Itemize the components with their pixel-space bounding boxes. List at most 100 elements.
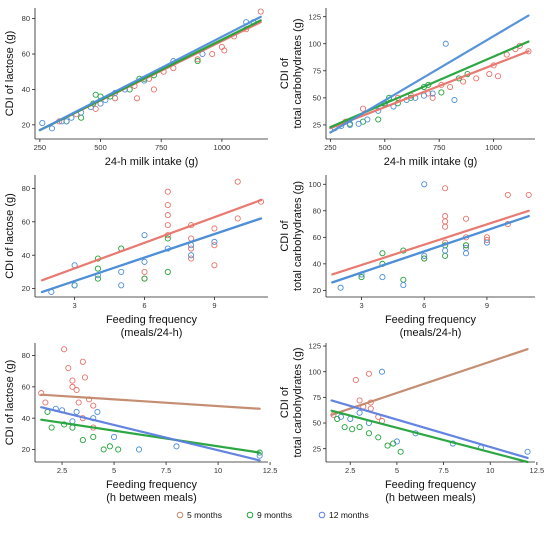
- data-point: [365, 430, 372, 437]
- data-point: [420, 92, 428, 99]
- data-point: [42, 399, 49, 406]
- data-point: [221, 47, 228, 54]
- y-tick-label: 20: [22, 284, 30, 293]
- data-point: [358, 274, 365, 281]
- x-axis-title: Feeding frequency: [106, 479, 198, 491]
- x-tick-label: 10: [214, 466, 222, 475]
- data-point: [442, 252, 449, 259]
- legend-item: 9 months: [246, 510, 292, 520]
- legend-label: 9 months: [257, 510, 292, 520]
- data-point: [346, 121, 353, 128]
- y-tick-label: 60: [313, 233, 321, 242]
- data-point: [90, 402, 97, 409]
- data-point: [386, 94, 393, 101]
- data-point: [73, 386, 80, 394]
- data-point: [442, 185, 449, 192]
- trend-line: [38, 15, 262, 132]
- data-point: [48, 125, 56, 132]
- y-tick-label: 20: [313, 286, 321, 295]
- data-point: [118, 268, 125, 275]
- data-point: [78, 114, 85, 121]
- x-tick-label: 9: [485, 301, 489, 310]
- data-point: [164, 235, 171, 242]
- x-tick-label: 9: [212, 301, 216, 310]
- y-axis-title: CDI of lactose (g): [4, 193, 16, 279]
- data-point: [483, 236, 490, 244]
- data-point: [65, 365, 72, 372]
- y-axis-title: total carbohydrates (g): [292, 181, 304, 291]
- data-point: [379, 274, 386, 281]
- x-tick-label: 3: [359, 301, 363, 310]
- data-point: [356, 397, 363, 404]
- data-point: [164, 212, 171, 219]
- data-point: [494, 73, 502, 80]
- legend-marker: [246, 511, 254, 519]
- x-tick-label: 12.5: [530, 466, 545, 475]
- panel-1: 250 500 750 1000 20 40 60 80 24-h milk intake (g…: [4, 8, 268, 168]
- data-point: [188, 252, 195, 259]
- y-tick-label: 125: [308, 12, 321, 21]
- data-point: [442, 218, 449, 225]
- y-tick-label: 50: [313, 93, 321, 102]
- x-tick-label: 5: [112, 466, 116, 475]
- panel-3: 3 6 9 20 40 60 80 Feeding frequency(meals/24-h)…: [4, 175, 268, 339]
- data-point: [364, 116, 371, 123]
- legend: 5 months 9 months 12 months: [176, 510, 369, 520]
- data-point: [234, 215, 241, 222]
- x-axis-title: 24-h milk intake (g): [105, 156, 199, 168]
- data-point: [397, 448, 404, 455]
- data-point: [188, 245, 195, 252]
- data-point: [90, 433, 97, 440]
- y-tick-label: 20: [22, 445, 30, 454]
- x-axis-title: Feeding frequency: [385, 314, 477, 326]
- data-point: [211, 262, 218, 269]
- data-point: [442, 213, 449, 220]
- data-point: [365, 370, 372, 377]
- data-point: [39, 120, 46, 127]
- data-point: [462, 242, 470, 249]
- x-tick-label: 2.5: [57, 466, 67, 475]
- y-tick-label: 25: [313, 444, 321, 453]
- x-axis-title: 24-h milk intake (g): [384, 156, 478, 168]
- data-point: [429, 90, 436, 97]
- y-tick-label: 80: [22, 14, 30, 23]
- data-point: [393, 438, 400, 445]
- data-point: [359, 105, 367, 112]
- x-axis-title: (h between meals): [385, 492, 476, 504]
- data-point: [442, 40, 449, 47]
- data-point: [133, 95, 140, 102]
- x-tick-label: 5: [395, 466, 399, 475]
- data-point: [79, 437, 86, 444]
- x-tick-label: 3: [73, 301, 77, 310]
- x-tick-label: 1000: [485, 143, 502, 152]
- data-point: [378, 368, 386, 375]
- data-point: [94, 408, 101, 415]
- data-point: [209, 50, 216, 58]
- data-point: [504, 191, 511, 198]
- trend-line: [40, 418, 261, 454]
- data-point: [188, 255, 195, 262]
- trend-line: [330, 399, 529, 459]
- x-tick-label: 750: [155, 143, 168, 152]
- y-tick-label: 75: [313, 393, 321, 402]
- data-point: [341, 424, 348, 431]
- x-tick-label: 12.5: [263, 466, 278, 475]
- panel-2: 250 500 750 1000 25 50 75 100 125 24-h milk intak…: [279, 8, 535, 168]
- x-tick-label: 7.5: [438, 466, 448, 475]
- y-tick-label: 100: [308, 39, 321, 48]
- data-point: [111, 433, 118, 440]
- panel-6: 2.5 5 7.5 10 12.5 25 50 75 100 125 Feeding frequen…: [279, 342, 544, 504]
- data-point: [483, 239, 490, 246]
- data-point: [141, 258, 148, 265]
- data-point: [379, 250, 386, 257]
- data-point: [173, 443, 180, 450]
- y-tick-label: 80: [22, 184, 30, 193]
- data-point: [69, 377, 76, 384]
- legend-label: 5 months: [187, 510, 222, 520]
- data-point: [81, 374, 88, 381]
- data-point: [106, 443, 113, 450]
- panel-5: 2.5 5 7.5 10 12.5 20 40 60 80 Feeding frequency(h…: [4, 343, 277, 504]
- data-point: [486, 70, 493, 78]
- data-point: [75, 399, 82, 406]
- data-point: [337, 284, 344, 291]
